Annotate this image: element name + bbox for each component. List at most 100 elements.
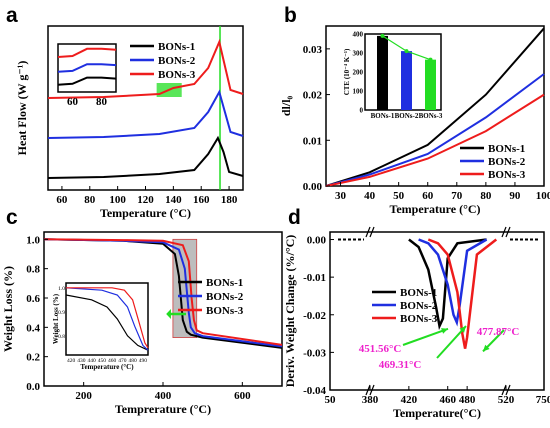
panel-d-yticklabel-3: -0.03	[303, 347, 326, 359]
panel-b-inset-yticklabel-1: 100	[353, 88, 364, 96]
panel-d-break-top-1a	[365, 226, 371, 238]
panel-c-inset-xlabel: Temperature (°C)	[80, 363, 134, 371]
panel-d-break-top-1b	[369, 226, 375, 238]
panel-d-break-bottom-2a	[501, 384, 507, 396]
panel-a-xticklabel-60: 60	[56, 194, 68, 206]
panel-b-yticklabel-0: 0.00	[303, 181, 323, 193]
panel-c-yticklabel-2: 0.4	[26, 322, 40, 334]
panel-a-xticklabel-100: 100	[109, 194, 126, 206]
panel-d-xlabel: Temperature(°C)	[393, 406, 481, 420]
panel-c-inset-yticklabel-0: 0.8	[58, 334, 65, 340]
panel-b-inset-yticklabel-2: 200	[353, 69, 364, 77]
panel-b-inset-bar-1	[377, 35, 388, 110]
panel-b-inset-yticklabel-0: 0	[360, 107, 364, 115]
panel-d-series-2	[418, 238, 488, 327]
panel-b-yticklabel-3: 0.03	[303, 44, 323, 56]
panel-c-inset-xticklabel-420: 420	[67, 358, 76, 364]
panel-b-frame	[325, 25, 545, 187]
panel-b-yticklabel-2: 0.02	[303, 90, 323, 102]
panel-d-yticklabel-1: -0.01	[303, 272, 326, 284]
panel-d-xticklabel-420: 420	[401, 394, 418, 406]
panel-c-xlabel: Temprerature (°C)	[115, 402, 211, 416]
panel-b-series-1	[325, 27, 545, 187]
panel-c-inset-series-1	[65, 294, 149, 351]
panel-a-inset-xticklabel-80: 80	[96, 96, 108, 108]
panel-a-xticklabel-80: 80	[84, 194, 96, 206]
panel-a-series-3	[47, 38, 244, 99]
panel-d-legend-label-2: BONs-2	[400, 300, 438, 312]
panel-d-annotation-1: 451.56°C	[359, 343, 402, 355]
panel-d-legend-label-3: BONs-3	[400, 313, 438, 325]
panel-d-break-top-2b	[505, 226, 511, 238]
panel-a-xticklabel-180: 180	[221, 194, 238, 206]
panel-c-yticklabel-1: 0.2	[26, 352, 40, 364]
panel-a-series-2	[47, 89, 244, 139]
panel-d-xticklabel-750: 750	[536, 394, 550, 406]
panel-b-inset-bar-3	[425, 59, 436, 110]
panel-c-inset-frame	[65, 282, 149, 356]
panel-a-legend-label-3: BONs-3	[158, 69, 196, 81]
panel-c-series-2	[43, 238, 283, 348]
panel-b-label: b	[284, 4, 297, 27]
panel-d-annot-arrowhead-1	[441, 328, 448, 334]
panel-d-xticklabel-50: 50	[325, 394, 337, 406]
panel-d-annot-arrow-1	[402, 327, 449, 346]
panel-b-inset-ylabel: CTE (10⁻⁴ K⁻¹)	[343, 48, 351, 95]
panel-c-yticklabel-5: 1.0	[26, 234, 40, 246]
panel-c-inset-series-2	[65, 287, 149, 351]
panel-a-inset-series-3	[57, 47, 117, 58]
panel-b-xticklabel-50: 50	[393, 190, 405, 202]
panel-d-series-1	[408, 238, 487, 331]
panel-c-yticklabel-3: 0.6	[26, 293, 40, 305]
panel-a-xlabel: Temperature (°C)	[100, 206, 191, 220]
panel-d-ylabel: Deriv. Weight Change (%/°C)	[283, 235, 297, 388]
panel-c-label: c	[6, 206, 18, 229]
panel-d-xticklabel-520: 520	[498, 394, 515, 406]
panel-b-ylabel: dl/l₀	[279, 95, 293, 116]
panel-a-series-1	[47, 135, 244, 179]
panel-b-legend-label-3: BONs-3	[488, 169, 526, 181]
panel-d-break-bottom-1b	[369, 384, 375, 396]
panel-d-annotation-3: 477.87°C	[477, 326, 520, 338]
panel-d-annot-arrow-2	[436, 325, 467, 359]
panel-a-xticklabel-120: 120	[137, 194, 154, 206]
panel-a-inset-series-2	[57, 63, 117, 73]
panel-c-yticklabel-0: 0.0	[26, 381, 40, 393]
panel-c-inset-xticklabel-460: 460	[108, 358, 117, 364]
panel-d-legend-label-1: BONs-1	[400, 287, 437, 299]
panel-c-xticklabel-200: 200	[75, 390, 92, 402]
panel-d-annot-arrowhead-3	[483, 344, 490, 352]
panel-d-break-top-2a	[501, 226, 507, 238]
panel-c-ylabel: Weight Loss (%)	[1, 266, 15, 352]
panel-b-series-3	[325, 93, 545, 187]
panel-c-inset-xticklabel-490: 490	[139, 358, 148, 364]
panel-a-inset-xticklabel-60: 60	[67, 96, 79, 108]
panel-b-legend-label-1: BONs-1	[488, 143, 525, 155]
panel-d-label: d	[288, 206, 301, 229]
panel-b-xticklabel-40: 40	[364, 190, 376, 202]
panel-c-inset-yticklabel-1: 0.9	[58, 310, 65, 316]
panel-d-yticklabel-4: -0.04	[303, 385, 326, 397]
panel-b-inset-yticklabel-3: 300	[353, 50, 364, 58]
panel-c-inset-ylabel: Weight Loss (%)	[52, 293, 60, 344]
panel-c-inset-xticklabel-450: 450	[98, 358, 107, 364]
panel-d-break-bottom-1a	[365, 384, 371, 396]
panel-a-inset-frame	[57, 43, 117, 93]
panel-c-inset-yticklabel-2: 1.0	[58, 286, 65, 292]
panel-a-ylabel: Heat Flow (W g⁻¹)	[15, 61, 29, 156]
panel-c-inset-series-3	[66, 287, 149, 349]
panel-b-legend-label-2: BONs-2	[488, 156, 526, 168]
panel-d-yticklabel-0: 0.00	[307, 235, 327, 247]
panel-b-xticklabel-70: 70	[451, 190, 463, 202]
panel-c-legend-label-3: BONs-3	[206, 305, 244, 317]
panel-b-yticklabel-1: 0.01	[303, 135, 322, 147]
panel-a-label: a	[6, 4, 18, 27]
panel-b-xticklabel-100: 100	[536, 190, 550, 202]
panel-d-yticklabel-2: -0.02	[303, 310, 326, 322]
panel-b-inset-yticklabel-4: 400	[353, 31, 364, 39]
panel-c-inset-xticklabel-470: 470	[118, 358, 127, 364]
panel-c-inset-xticklabel-440: 440	[88, 358, 97, 364]
panel-b-series-2	[325, 73, 545, 187]
panel-d-break-bottom-2b	[505, 384, 511, 396]
